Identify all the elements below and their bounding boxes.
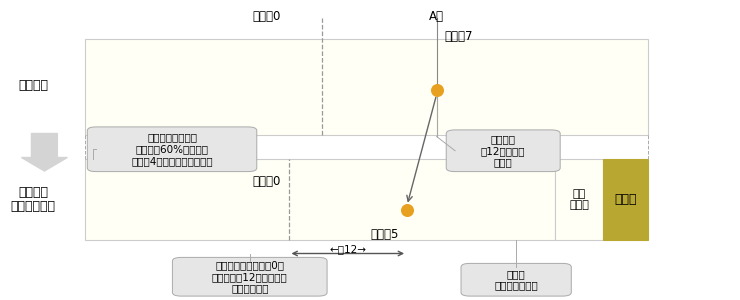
Text: 高校から大学への
進学率は60%なので、
生徒の4割が対象から外れる: 高校から大学への 進学率は60%なので、 生徒の4割が対象から外れる [131,133,213,166]
Text: 大学入試
（全国模試）: 大学入試 （全国模試） [11,185,56,214]
Text: 高校入試: 高校入試 [18,79,48,92]
Bar [603,159,648,240]
FancyBboxPatch shape [172,257,327,296]
Text: 偏差倅5: 偏差倅5 [370,227,398,241]
Point [431,88,443,92]
Text: 偏差倆7: 偏差倆7 [444,29,473,43]
Text: 偏差倅0: 偏差倅0 [252,10,280,23]
Text: 偏差倅0: 偏差倅0 [253,175,281,188]
Bar [85,159,555,240]
FancyBboxPatch shape [461,263,571,296]
Text: 平均値となる偏差倅0の
ラインが約12ポイント分
スライドする: 平均値となる偏差倅0の ラインが約12ポイント分 スライドする [212,260,288,293]
FancyBboxPatch shape [446,130,560,172]
Text: 浪人生: 浪人生 [614,193,636,206]
Text: 中高
一貫生: 中高 一貫生 [569,189,589,210]
Bar [85,39,648,135]
Text: 偏差値が
約12ポイント
下がる: 偏差値が 約12ポイント 下がる [481,134,525,167]
FancyArrow shape [21,134,67,171]
Text: 新たに
浪人生が加わる: 新たに 浪人生が加わる [494,269,538,290]
Point [401,208,413,212]
Bar [555,159,603,240]
Text: A君: A君 [429,10,444,23]
FancyBboxPatch shape [87,127,257,172]
Text: ←約12→: ←約12→ [329,244,366,254]
